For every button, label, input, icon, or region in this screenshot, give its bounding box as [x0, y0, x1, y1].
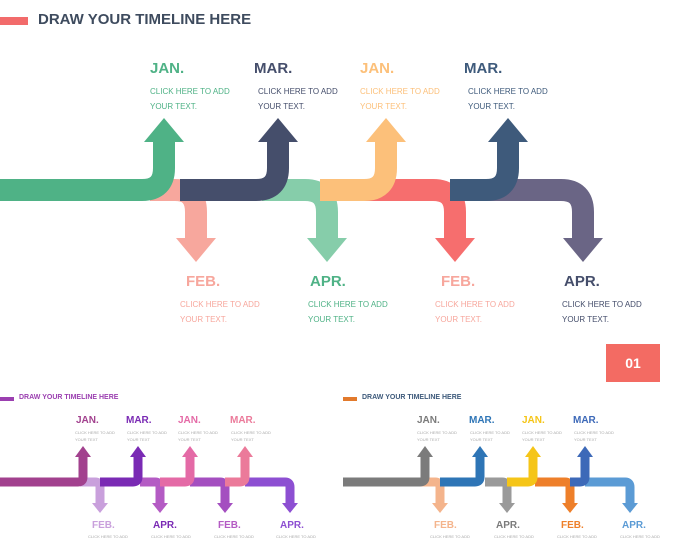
down-arrow-feb-2	[350, 179, 475, 262]
right-text-apr-1[interactable]: CLICK HERE TO ADD	[494, 534, 534, 539]
label-feb-2[interactable]: FEB.	[441, 273, 476, 290]
right-label-mar-1[interactable]: MAR.	[469, 415, 495, 426]
right-text-jan-1[interactable]: CLICK HERE TO ADD YOUR TEXT	[417, 430, 457, 442]
left-title-accent-bar	[0, 397, 14, 401]
right-text-feb-2[interactable]: CLICK HERE TO ADD	[557, 534, 597, 539]
slide-number-badge: 01	[606, 344, 660, 382]
page-title: DRAW YOUR TIMELINE HERE	[38, 11, 252, 28]
right-panel-title: DRAW YOUR TIMELINE HERE	[362, 394, 462, 401]
label-mar-1[interactable]: MAR.	[254, 60, 293, 77]
up-arrow-mar-1	[180, 118, 298, 201]
left-label-apr-1[interactable]: APR.	[153, 520, 177, 531]
down-arrow-apr-2	[480, 179, 603, 262]
text-apr-2[interactable]: CLICK HERE TO ADD YOUR TEXT.	[562, 300, 642, 324]
up-arrow-jan-2	[320, 118, 406, 201]
left-label-jan-2[interactable]: JAN.	[178, 415, 201, 426]
right-label-feb-2[interactable]: FEB.	[561, 520, 584, 531]
label-jan-2[interactable]: JAN.	[360, 60, 395, 77]
left-text-apr-2[interactable]: CLICK HERE TO ADD	[276, 534, 316, 539]
right-text-mar-2[interactable]: CLICK HERE TO ADD YOUR TEXT	[574, 430, 614, 442]
right-text-feb-1[interactable]: CLICK HERE TO ADD	[430, 534, 470, 539]
label-apr-2[interactable]: APR.	[564, 273, 600, 290]
left-label-feb-2[interactable]: FEB.	[218, 520, 241, 531]
left-text-mar-1[interactable]: CLICK HERE TO ADD YOUR TEXT	[127, 430, 167, 442]
right-text-mar-1[interactable]: CLICK HERE TO ADD YOUR TEXT	[470, 430, 510, 442]
text-jan-1[interactable]: CLICK HERE TO ADD YOUR TEXT.	[150, 87, 230, 111]
label-feb-1[interactable]: FEB.	[186, 273, 221, 290]
label-mar-2[interactable]: MAR.	[464, 60, 503, 77]
left-text-jan-2[interactable]: CLICK HERE TO ADD YOUR TEXT	[178, 430, 218, 442]
right-label-jan-1[interactable]: JAN.	[417, 415, 440, 426]
right-label-apr-1[interactable]: APR.	[496, 520, 520, 531]
right-label-mar-2[interactable]: MAR.	[573, 415, 599, 426]
left-text-feb-1[interactable]: CLICK HERE TO ADD	[88, 534, 128, 539]
text-jan-2[interactable]: CLICK HERE TO ADD YOUR TEXT.	[360, 87, 440, 111]
right-label-apr-2[interactable]: APR.	[622, 520, 646, 531]
text-apr-1[interactable]: CLICK HERE TO ADD YOUR TEXT.	[308, 300, 388, 324]
left-label-apr-2[interactable]: APR.	[280, 520, 304, 531]
right-title-accent-bar	[343, 397, 357, 401]
left-text-mar-2[interactable]: CLICK HERE TO ADD YOUR TEXT	[231, 430, 271, 442]
label-jan-1[interactable]: JAN.	[150, 60, 185, 77]
left-text-apr-1[interactable]: CLICK HERE TO ADD	[151, 534, 191, 539]
right-label-feb-1[interactable]: FEB.	[434, 520, 457, 531]
left-text-jan-1[interactable]: CLICK HERE TO ADD YOUR TEXT	[75, 430, 115, 442]
left-label-jan-1[interactable]: JAN.	[76, 415, 99, 426]
label-apr-1[interactable]: APR.	[310, 273, 346, 290]
up-arrow-jan-1	[0, 118, 184, 201]
left-label-mar-2[interactable]: MAR.	[230, 415, 256, 426]
title-accent-bar	[0, 17, 28, 25]
text-mar-2[interactable]: CLICK HERE TO ADD YOUR TEXT.	[468, 87, 548, 111]
right-text-apr-2[interactable]: CLICK HERE TO ADD	[620, 534, 660, 539]
left-label-mar-1[interactable]: MAR.	[126, 415, 152, 426]
right-text-jan-2[interactable]: CLICK HERE TO ADD YOUR TEXT	[522, 430, 562, 442]
right-label-jan-2[interactable]: JAN.	[522, 415, 545, 426]
left-text-feb-2[interactable]: CLICK HERE TO ADD	[214, 534, 254, 539]
left-label-feb-1[interactable]: FEB.	[92, 520, 115, 531]
text-feb-1[interactable]: CLICK HERE TO ADD YOUR TEXT.	[180, 300, 260, 324]
text-feb-2[interactable]: CLICK HERE TO ADD YOUR TEXT.	[435, 300, 515, 324]
left-panel-title: DRAW YOUR TIMELINE HERE	[19, 394, 119, 401]
up-arrow-mar-2	[450, 118, 528, 201]
text-mar-1[interactable]: CLICK HERE TO ADD YOUR TEXT.	[258, 87, 338, 111]
